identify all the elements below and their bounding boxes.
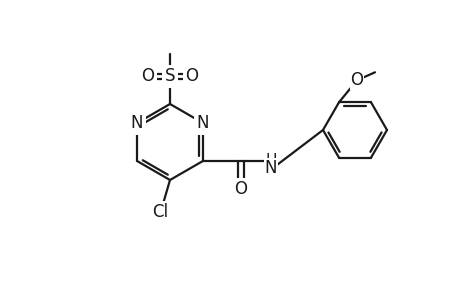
Text: H: H (264, 152, 276, 167)
Text: O: O (350, 71, 363, 89)
Text: N: N (130, 114, 143, 132)
Text: S: S (164, 67, 175, 85)
Text: Cl: Cl (151, 203, 168, 221)
Text: N: N (196, 114, 209, 132)
Text: N: N (264, 159, 277, 177)
Text: O: O (141, 67, 154, 85)
Text: O: O (185, 67, 198, 85)
Text: O: O (234, 180, 247, 198)
